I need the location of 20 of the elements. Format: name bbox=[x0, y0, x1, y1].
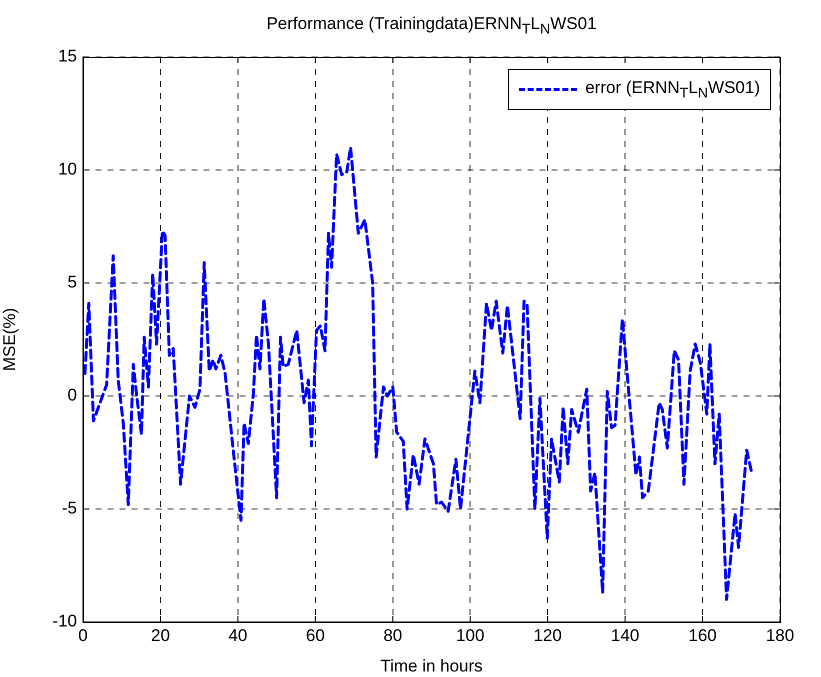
y-tick-label: 15 bbox=[58, 46, 77, 66]
x-tick-label: 160 bbox=[688, 626, 717, 645]
x-tick-label: 140 bbox=[610, 626, 640, 645]
legend-label: error (ERNN$_{T}$L$_{N}$WS01) bbox=[585, 78, 760, 102]
y-tick-label: 0 bbox=[68, 386, 77, 405]
x-axis-title: Time in hours bbox=[380, 656, 483, 676]
y-tick-label: -10 bbox=[52, 612, 77, 631]
x-tick-label: 20 bbox=[150, 626, 170, 645]
line-series bbox=[83, 146, 754, 601]
y-axis-title: MSE(%) bbox=[0, 308, 19, 372]
x-tick-label: 40 bbox=[228, 626, 248, 645]
x-tick-label: 180 bbox=[766, 626, 794, 645]
x-tick-label: 60 bbox=[306, 626, 325, 645]
x-tick-label: 120 bbox=[533, 626, 562, 645]
chart-title: Performance (Trainingdata)ERNN$_{T}$L$_{N}$WS01 bbox=[265, 14, 598, 38]
x-tick-label: 100 bbox=[456, 626, 484, 645]
y-tick-label: 10 bbox=[58, 160, 77, 179]
y-tick-label: -5 bbox=[62, 498, 77, 518]
x-tick-label: 80 bbox=[383, 626, 402, 645]
y-tick-label: 5 bbox=[68, 272, 77, 292]
